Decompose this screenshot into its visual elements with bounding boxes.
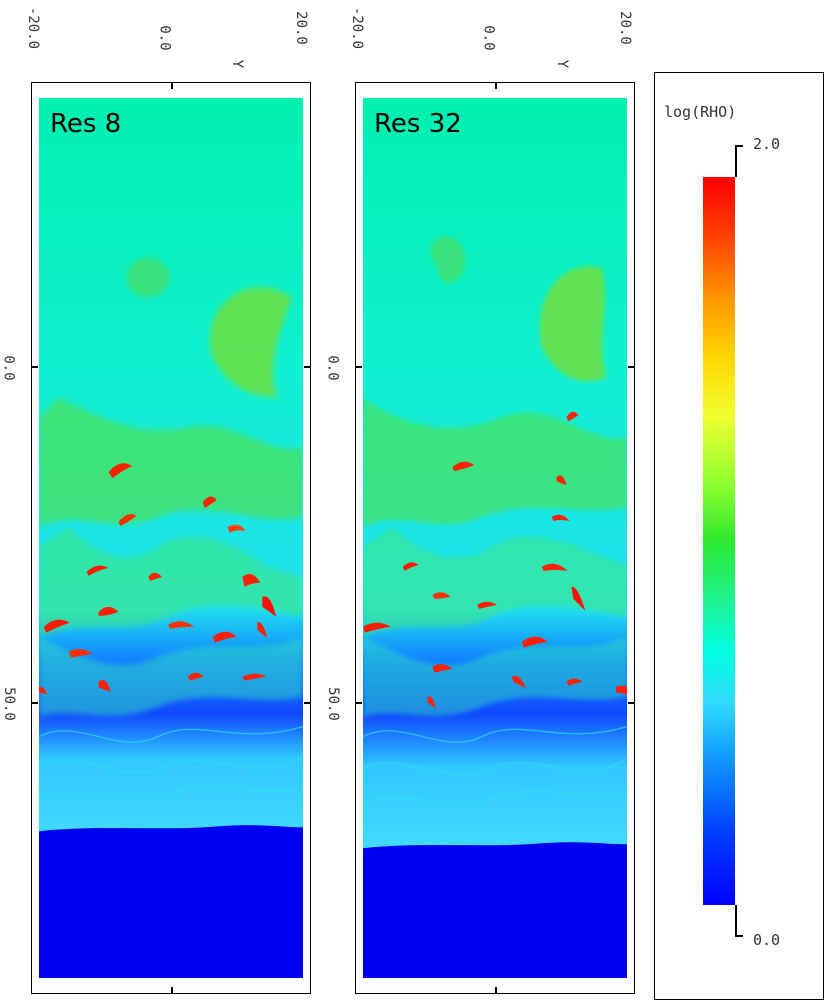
y-tick-label: 0.0 [480, 25, 497, 51]
density-image [363, 98, 627, 978]
colorbar-bracket [735, 905, 737, 937]
x-tick-mark [31, 702, 38, 704]
y-tick-mark [171, 987, 173, 994]
x-tick-label: 50.0 [0, 687, 17, 721]
colorbar-legend: log(RHO) 2.0 0.0 [654, 72, 824, 1000]
density-image [39, 98, 303, 978]
density-field [363, 98, 627, 978]
x-tick-mark [304, 702, 311, 704]
x-tick-label: 0.0 [0, 355, 17, 381]
x-tick-mark [355, 366, 362, 368]
y-tick-label: 20.0 [292, 11, 309, 45]
colorbar-bracket [735, 145, 743, 147]
y-axis-label: Y [229, 59, 246, 69]
x-tick-mark [628, 702, 635, 704]
y-tick-mark [495, 82, 497, 89]
colorbar-bracket [735, 145, 737, 177]
y-tick-label: 20.0 [616, 11, 633, 45]
x-tick-label: 0.0 [324, 355, 341, 381]
y-tick-mark [495, 987, 497, 994]
resolution-label: Res 32 [374, 109, 462, 139]
colorbar-max-label: 2.0 [753, 135, 781, 153]
simulation-panel-res8: Res 8 [31, 82, 311, 994]
colorbar-title: log(RHO) [664, 103, 737, 121]
y-tick-label: 0.0 [156, 25, 173, 51]
y-tick-label: -20.0 [25, 6, 42, 50]
x-tick-label: 50.0 [324, 687, 341, 721]
x-tick-mark [304, 366, 311, 368]
x-tick-mark [628, 366, 635, 368]
y-axis-label: Y [554, 59, 571, 69]
simulation-panel-res32: Res 32 [355, 82, 635, 994]
y-tick-mark [171, 82, 173, 89]
x-tick-mark [31, 366, 38, 368]
x-tick-mark [355, 702, 362, 704]
colorbar-bracket [735, 935, 743, 937]
y-tick-label: -20.0 [349, 6, 366, 50]
colorbar-gradient [703, 177, 735, 905]
colorbar-min-label: 0.0 [753, 931, 781, 949]
resolution-label: Res 8 [50, 109, 122, 139]
density-field [39, 98, 303, 978]
